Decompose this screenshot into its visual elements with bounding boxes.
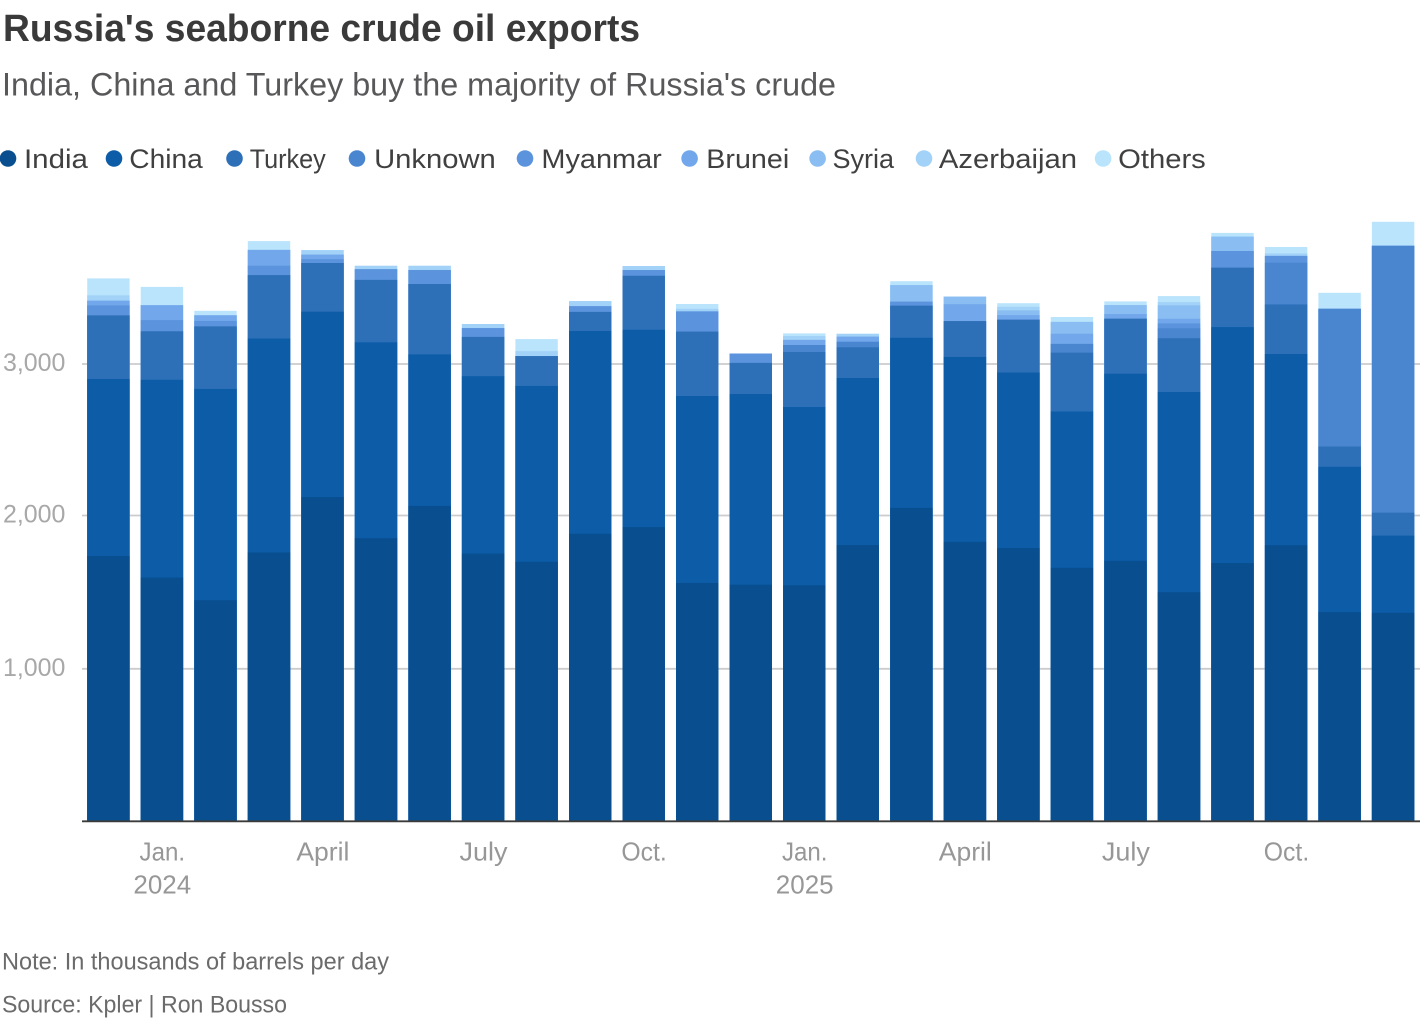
svg-text:2025: 2025 [776, 870, 834, 900]
svg-text:Jan.: Jan. [140, 836, 186, 866]
svg-text:Brunei: Brunei [706, 144, 789, 174]
svg-text:India, China and Turkey buy th: India, China and Turkey buy the majority… [2, 67, 836, 103]
svg-text:Oct.: Oct. [1264, 836, 1309, 866]
svg-text:July: July [1102, 836, 1150, 866]
svg-text:April: April [939, 836, 992, 866]
svg-text:2024: 2024 [133, 870, 191, 900]
svg-text:Note: In thousands of barrels: Note: In thousands of barrels per day [2, 949, 389, 976]
svg-text:1,000: 1,000 [3, 654, 65, 682]
svg-text:3,000: 3,000 [3, 349, 65, 377]
svg-text:Jan.: Jan. [782, 836, 828, 866]
svg-text:Syria: Syria [833, 144, 896, 174]
svg-text:Others: Others [1118, 144, 1206, 174]
svg-text:Azerbaijan: Azerbaijan [939, 144, 1077, 174]
svg-text:Myanmar: Myanmar [541, 144, 661, 174]
svg-text:India: India [24, 144, 89, 174]
svg-text:Oct.: Oct. [621, 836, 666, 866]
svg-text:July: July [460, 836, 508, 866]
svg-text:2,000: 2,000 [3, 501, 65, 529]
svg-text:Unknown: Unknown [374, 144, 496, 174]
svg-text:Turkey: Turkey [250, 144, 327, 174]
svg-text:China: China [129, 144, 204, 174]
svg-text:Russia's seaborne crude oil ex: Russia's seaborne crude oil exports [3, 8, 640, 50]
svg-text:April: April [296, 836, 349, 866]
svg-text:Source: Kpler | Ron Bousso: Source: Kpler | Ron Bousso [2, 992, 287, 1019]
